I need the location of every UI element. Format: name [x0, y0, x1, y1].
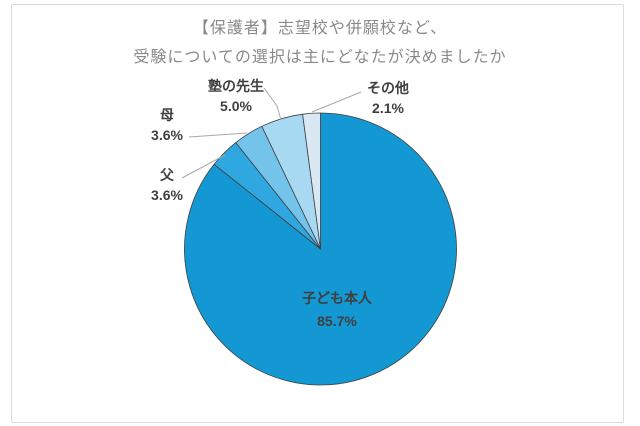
chart-title-line2: 受験についての選択は主にどなたが決めましたか: [133, 49, 507, 66]
slice-name: 父: [160, 167, 174, 183]
slice-percent: 85.7%: [317, 313, 357, 329]
slice-label-cram-school-teacher: 塾の先生 5.0%: [186, 77, 286, 116]
chart-title: 【保護者】志望校や併願校など、 受験についての選択は主にどなたが決めましたか: [0, 14, 640, 72]
leader-line-1: [188, 132, 248, 138]
leader-line-3: [311, 91, 362, 113]
slice-percent: 5.0%: [220, 98, 252, 114]
chart-title-line1: 【保護者】志望校や併願校など、: [192, 20, 448, 37]
slice-name: 塾の先生: [208, 78, 264, 94]
leader-line-0: [181, 154, 226, 179]
slice-label-father: 父 3.6%: [127, 166, 207, 205]
slice-percent: 3.6%: [151, 127, 183, 143]
slice-label-mother: 母 3.6%: [127, 106, 207, 145]
pie-slice-4: [302, 112, 321, 250]
slice-name: 母: [160, 107, 174, 123]
slice-name: その他: [367, 80, 409, 96]
slice-percent: 3.6%: [151, 187, 183, 203]
slice-name: 子ども本人: [302, 290, 372, 306]
slice-label-child-self: 子ども本人 85.7%: [277, 288, 397, 331]
slice-percent: 2.1%: [372, 100, 404, 116]
leader-line-2: [263, 87, 282, 121]
slice-label-other: その他 2.1%: [348, 79, 428, 118]
